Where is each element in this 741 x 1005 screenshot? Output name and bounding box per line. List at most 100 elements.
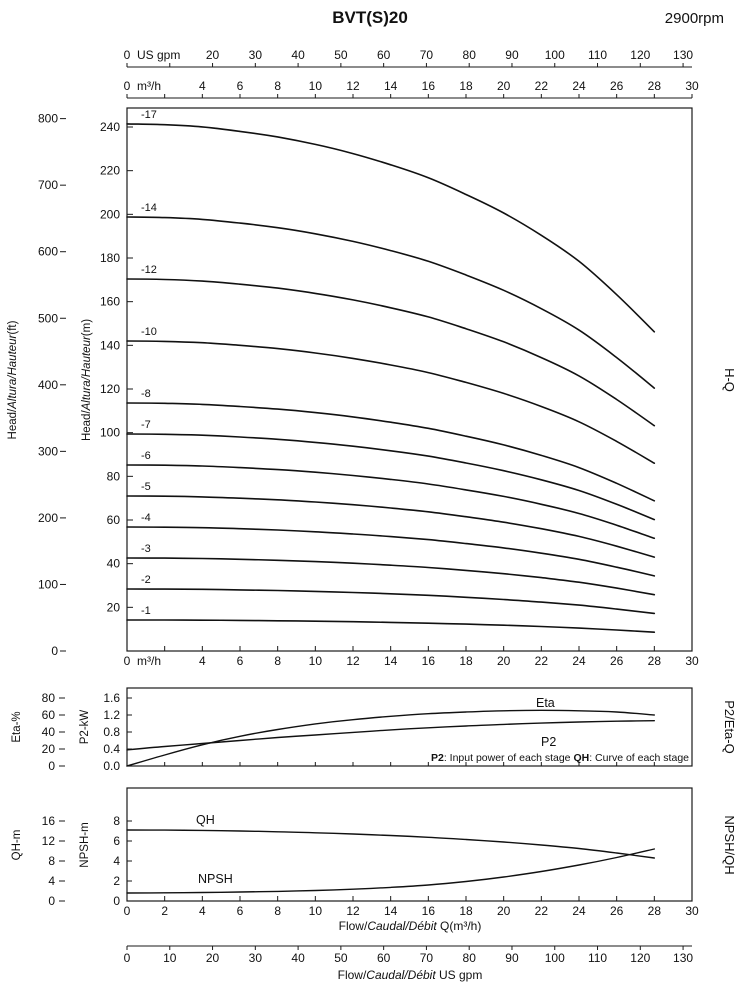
head-ft-tick-label: 600 (38, 245, 58, 259)
bottom-panel-x-label: 10 (309, 904, 323, 918)
head-m-tick-label: 80 (107, 469, 121, 483)
main-bottom-tick-label: 18 (459, 654, 473, 668)
head-m-tick-label: 220 (100, 164, 120, 178)
qh-tick-label: 12 (42, 834, 56, 848)
gpm-tick-label: 0 (124, 48, 131, 62)
head-ft-tick-label: 0 (51, 644, 58, 658)
main-bottom-tick-label: 28 (648, 654, 662, 668)
bottom-gpm-tick-label: 90 (505, 951, 519, 965)
npsh-tick-label: 8 (113, 814, 120, 828)
main-bottom-tick-label: 4 (199, 654, 206, 668)
bottom-panel-x-label: 20 (497, 904, 511, 918)
main-bottom-tick-label: 12 (346, 654, 360, 668)
bottom-gpm-tick-label: 0 (124, 951, 131, 965)
main-bottom-tick-label: 20 (497, 654, 511, 668)
gpm-tick-label: 40 (291, 48, 305, 62)
head-m-tick-label: 60 (107, 513, 121, 527)
gpm-tick-label: 20 (206, 48, 220, 62)
head-word-i18n: Altura/Hauteur (81, 335, 93, 411)
usgpm-unit-top: US gpm (137, 48, 180, 62)
qh-tick-label: 16 (42, 814, 56, 828)
hq-curve-stage-17 (126, 123, 656, 333)
m3h-tick-label: 6 (237, 79, 244, 93)
m3h-unit-top: m³/h (137, 79, 161, 93)
eta-curve-label: Eta (536, 696, 555, 710)
head-ft-tick-label: 800 (38, 112, 58, 126)
p2-curve-label: P2 (541, 735, 556, 749)
flow-gpm-axis-title: Flow/Caudal/Débit US gpm (338, 968, 483, 982)
head-word-i18n: Altura/Hauteur (7, 333, 19, 409)
head-ft-tick-label: 700 (38, 178, 58, 192)
bottom-panel-x-label: 6 (237, 904, 244, 918)
stage-curve-label: -12 (141, 264, 157, 276)
gpm-tick-label: 80 (463, 48, 477, 62)
main-bottom-tick-label: 14 (384, 654, 398, 668)
head-ft-tick-label: 400 (38, 378, 58, 392)
qh-tick-label: 4 (48, 874, 55, 888)
head-m-tick-label: 40 (107, 557, 121, 571)
hq-curve-stage-7 (126, 433, 656, 521)
eta-tick-label: 0 (48, 759, 55, 773)
npsh-curve (126, 848, 655, 894)
main-bottom-tick-label: 24 (572, 654, 586, 668)
p2eta-plot-frame (126, 687, 693, 767)
chart-title: BVT(S)20 (332, 8, 408, 27)
hq-curve-stage-4 (126, 526, 656, 577)
bottom-panel-x-label: 26 (610, 904, 624, 918)
head-ft-axis-title: Head/Altura/Hauteur(ft) (7, 320, 19, 439)
qh-tick-label: 0 (48, 894, 55, 908)
bottom-panel-x-label: 2 (161, 904, 168, 918)
stage-curve-label: -6 (141, 450, 151, 462)
p2-tick-label: 1.2 (103, 708, 120, 722)
head-m-tick-label: 120 (100, 382, 120, 396)
main-bottom-tick-label: 22 (535, 654, 549, 668)
head-ft-tick-label: 300 (38, 444, 58, 458)
flow-word-i18n: Caudal/Débit (366, 968, 436, 982)
hq-curve-stage-10 (126, 340, 656, 464)
main-bottom-tick-label: 6 (237, 654, 244, 668)
head-m-unit: (m) (81, 319, 93, 336)
hq-curve-stage-5 (126, 495, 656, 558)
eta-tick-label: 20 (42, 742, 56, 756)
npsh-curve-label: NPSH (198, 872, 233, 886)
bottom-panel-x-label: 24 (572, 904, 586, 918)
m3h-tick-label: 22 (535, 79, 549, 93)
qh-tick-label: 8 (48, 854, 55, 868)
stage-curve-label: -5 (141, 481, 151, 493)
head-m-tick-label: 200 (100, 207, 120, 221)
flow-m3h-axis-title: Flow/Caudal/Débit Q(m³/h) (339, 919, 482, 933)
head-ft-tick-label: 100 (38, 577, 58, 591)
hq-curve-stage-8 (126, 402, 656, 502)
flow-word: Flow/ (338, 968, 367, 982)
gpm-tick-label: 50 (334, 48, 348, 62)
npshqh-plot-frame (126, 787, 693, 902)
eta-tick-label: 80 (42, 691, 56, 705)
m3h-tick-label: 26 (610, 79, 624, 93)
m3h-tick-label: 24 (572, 79, 586, 93)
head-ft-tick-label: 200 (38, 511, 58, 525)
hq-panel-title: H-Q (722, 368, 737, 392)
eta-tick-label: 60 (42, 708, 56, 722)
m3h-tick-label: 10 (309, 79, 323, 93)
main-bottom-tick-label: 8 (274, 654, 281, 668)
bottom-panel-x-label: 8 (274, 904, 281, 918)
footnote-qh-term: QH (573, 752, 589, 764)
bottom-gpm-tick-label: 120 (630, 951, 650, 965)
bottom-gpm-tick-label: 30 (249, 951, 263, 965)
m3h-tick-label: 20 (497, 79, 511, 93)
head-m-tick-label: 240 (100, 120, 120, 134)
npsh-tick-label: 4 (113, 854, 120, 868)
hq-curve-stage-6 (126, 464, 656, 540)
npsh-tick-label: 2 (113, 874, 120, 888)
bottom-gpm-tick-label: 110 (588, 951, 607, 965)
m3h-tick-label: 12 (346, 79, 360, 93)
bottom-panel-x-label: 0 (124, 904, 131, 918)
hq-curve-stage-12 (126, 278, 656, 427)
m3h-tick-label: 18 (459, 79, 473, 93)
stage-curve-label: -10 (141, 326, 157, 338)
stage-curve-label: -4 (141, 512, 151, 524)
m3h-tick-label: 14 (384, 79, 398, 93)
qh-curve (126, 829, 655, 859)
